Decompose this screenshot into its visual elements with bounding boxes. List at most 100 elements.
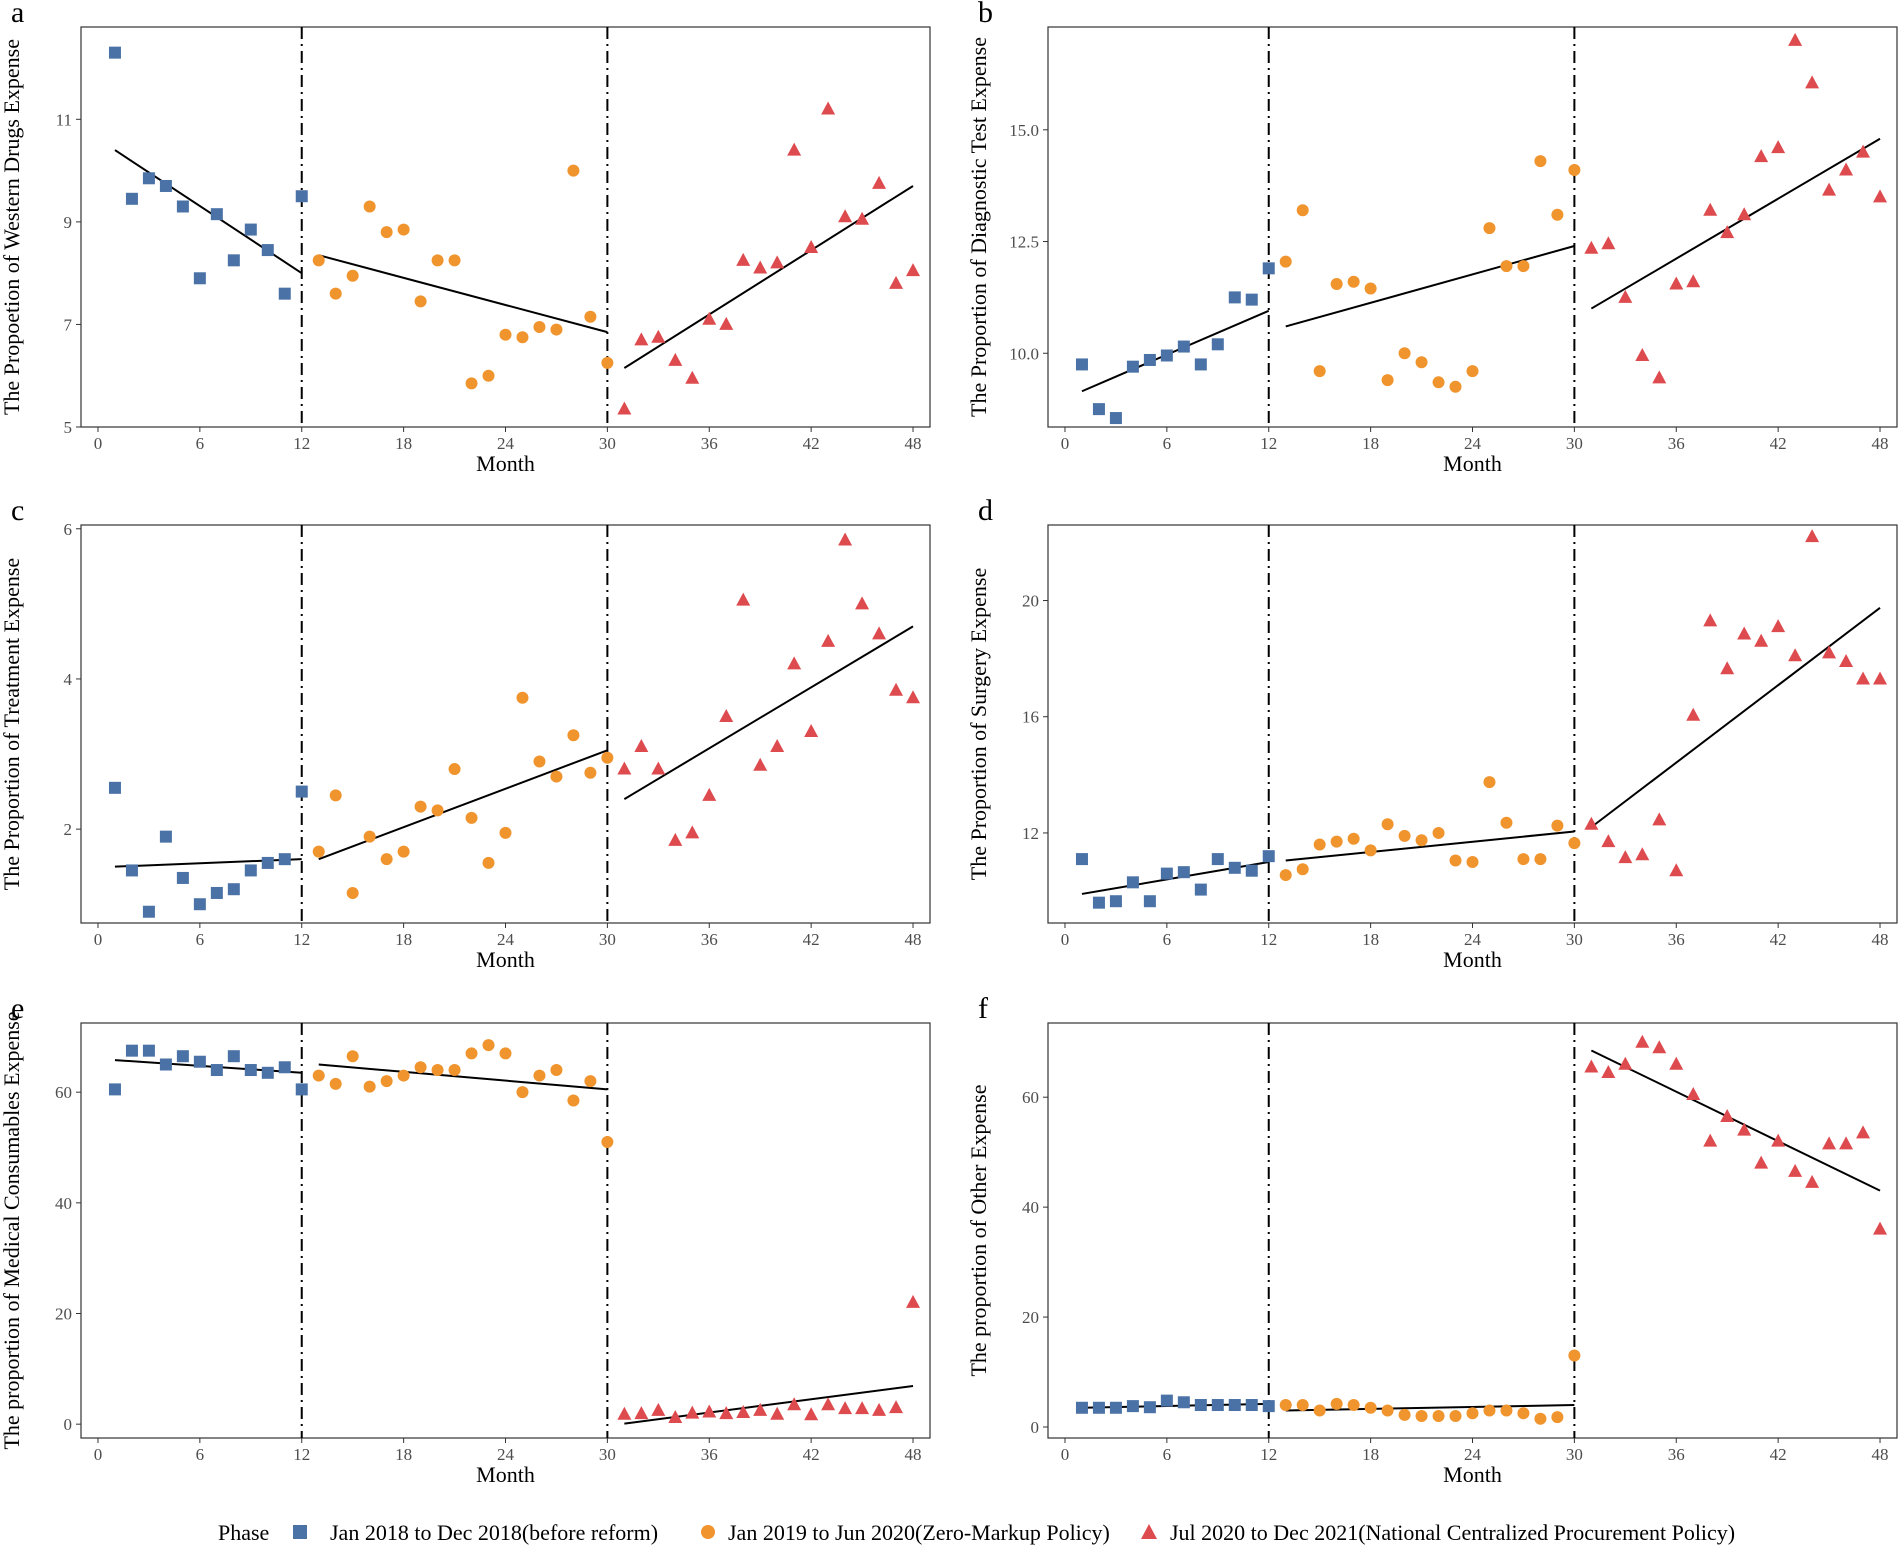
data-point-phase3 [1584, 1059, 1599, 1073]
data-point-phase1 [1109, 895, 1122, 908]
data-point-phase2 [499, 328, 512, 341]
data-point-phase2 [397, 1069, 410, 1082]
data-point-phase1 [210, 1064, 223, 1077]
data-point-phase3 [634, 739, 649, 753]
data-point-phase3 [1652, 812, 1667, 826]
x-tick-label: 48 [905, 1445, 922, 1464]
data-point-phase1 [142, 1044, 155, 1057]
x-tick-label: 0 [1061, 434, 1070, 453]
data-point-phase1 [1262, 1400, 1275, 1413]
data-point-phase3 [855, 1401, 870, 1415]
data-point-phase3 [1856, 144, 1871, 158]
data-point-phase1 [227, 254, 240, 267]
data-point-phase2 [1279, 1399, 1292, 1412]
data-point-phase2 [1398, 1408, 1411, 1421]
x-tick-label: 18 [395, 434, 412, 453]
data-point-phase3 [719, 708, 734, 722]
data-point-phase3 [1754, 149, 1769, 163]
data-point-phase2 [1517, 1407, 1530, 1420]
data-point-phase3 [1669, 1056, 1684, 1070]
data-point-phase3 [1822, 645, 1837, 659]
data-point-phase2 [1415, 834, 1428, 847]
data-point-phase2 [1568, 837, 1581, 850]
data-point-phase3 [1618, 850, 1633, 864]
panel-f: f 0 6 12 18 24 30 36 42 48 0 20 40 60 Month The proport… [966, 992, 1898, 1487]
plot-frame [80, 1022, 931, 1439]
data-point-phase2 [346, 269, 359, 282]
data-point-phase2 [550, 1064, 563, 1077]
data-point-phase3 [617, 761, 632, 775]
data-point-phase3 [651, 1402, 666, 1416]
data-point-phase1 [261, 1066, 274, 1079]
data-point-phase1 [125, 864, 138, 877]
data-point-phase3 [651, 761, 666, 775]
data-point-phase3 [1873, 1221, 1888, 1235]
y-axis-title: The Proportion of Surgery Expense [966, 568, 991, 880]
data-point-phase1 [261, 244, 274, 257]
data-point-phase2 [1347, 832, 1360, 845]
x-tick-label: 12 [1260, 930, 1277, 949]
legend-title: Phase [218, 1520, 270, 1545]
x-tick-label: 42 [1770, 434, 1787, 453]
data-point-phase2 [1381, 374, 1394, 387]
data-point-phase3 [719, 316, 734, 330]
data-point-phase1 [244, 223, 257, 236]
trend-line [318, 1063, 608, 1091]
y-tick-label: 0 [1031, 1418, 1040, 1437]
data-point-phase1 [1228, 1399, 1241, 1412]
data-point-phase2 [1517, 853, 1530, 866]
data-point-phase3 [1635, 847, 1650, 861]
trend-line [623, 625, 914, 800]
data-point-phase1 [1211, 338, 1224, 351]
data-point-phase2 [482, 369, 495, 382]
x-tick-label: 42 [803, 1445, 820, 1464]
trend-line [318, 254, 608, 334]
data-point-phase1 [1075, 853, 1088, 866]
x-tick-label: 18 [395, 1445, 412, 1464]
data-point-phase1 [1177, 1396, 1190, 1409]
data-point-phase1 [125, 1044, 138, 1057]
x-tick-label: 36 [701, 930, 718, 949]
data-point-phase3 [872, 626, 887, 640]
x-tick-label: 18 [1362, 434, 1379, 453]
data-point-phase3 [736, 592, 751, 606]
data-point-phase3 [1856, 1125, 1871, 1139]
panel-letter: f [978, 992, 988, 1025]
y-axis-title: The proportion of Medical Consumables Ex… [0, 1011, 24, 1449]
data-point-phase3 [804, 240, 819, 254]
x-tick-label: 24 [1464, 1445, 1482, 1464]
x-tick-label: 24 [497, 1445, 515, 1464]
data-point-phase3 [617, 1406, 632, 1420]
y-tick-label: 10.0 [1009, 344, 1039, 363]
data-point-phase2 [414, 1061, 427, 1074]
y-tick-label: 12.5 [1009, 233, 1039, 252]
x-tick-label: 42 [803, 930, 820, 949]
data-point-phase2 [1313, 1404, 1326, 1417]
legend-item-phase2: Jan 2019 to Jun 2020(Zero-Markup Policy) [728, 1520, 1110, 1545]
data-point-phase2 [465, 1047, 478, 1060]
data-point-phase1 [227, 883, 240, 896]
data-point-phase1 [108, 1083, 121, 1096]
y-tick-label: 6 [64, 520, 73, 539]
data-point-phase2 [346, 886, 359, 899]
x-tick-label: 6 [196, 930, 205, 949]
data-point-phase2 [329, 1077, 342, 1090]
x-tick-label: 18 [1362, 1445, 1379, 1464]
data-point-phase2 [1534, 155, 1547, 168]
data-point-phase3 [1635, 1034, 1650, 1048]
data-point-phase2 [1381, 1404, 1394, 1417]
data-point-phase1 [1245, 293, 1258, 306]
data-point-phase3 [906, 690, 921, 704]
data-point-phase1 [176, 871, 189, 884]
x-tick-label: 24 [497, 930, 515, 949]
data-point-phase1 [244, 864, 257, 877]
data-point-phase3 [1601, 834, 1616, 848]
data-point-phase2 [584, 310, 597, 323]
data-point-phase1 [1177, 866, 1190, 879]
data-point-phase3 [736, 1405, 751, 1419]
y-tick-label: 20 [55, 1305, 72, 1324]
data-point-phase2 [1415, 1410, 1428, 1423]
x-tick-label: 36 [701, 1445, 718, 1464]
data-point-phase1 [278, 853, 291, 866]
